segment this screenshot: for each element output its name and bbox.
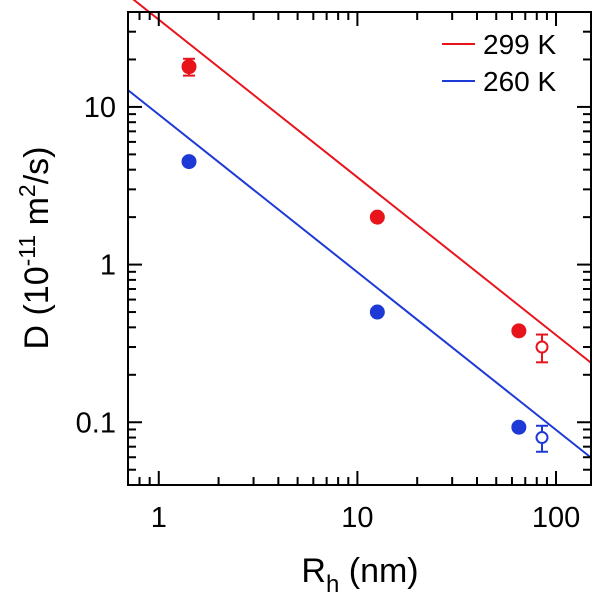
x-tick-label: 10 bbox=[341, 502, 373, 534]
y-axis-title-exp1: -11 bbox=[14, 235, 40, 267]
series-0-fit-line bbox=[132, 0, 592, 364]
x-axis-title-sub: h bbox=[326, 571, 339, 598]
y-tick-label: 10 bbox=[84, 92, 116, 124]
series-1-point bbox=[511, 419, 527, 435]
x-axis-title-base: R bbox=[301, 552, 326, 590]
series-1-point bbox=[369, 304, 385, 320]
legend: 299 K 260 K bbox=[442, 29, 556, 97]
x-tick-label: 100 bbox=[532, 502, 580, 534]
series-0-point bbox=[369, 209, 385, 225]
axis-ticks: 1 10 100 0.1 1 10 bbox=[76, 11, 591, 534]
plot-frame bbox=[127, 11, 592, 486]
y-tick-label: 0.1 bbox=[76, 407, 116, 439]
y-axis-title-exp2: 2 bbox=[14, 184, 40, 197]
y-axis-title-mid: m bbox=[18, 197, 56, 235]
series-1-point bbox=[181, 154, 197, 170]
x-axis-title-rest: (nm) bbox=[339, 552, 418, 590]
x-axis-title: Rh (nm) bbox=[301, 552, 418, 598]
legend-label-299k: 299 K bbox=[483, 29, 556, 60]
x-tick-label: 1 bbox=[151, 502, 167, 534]
series-1-fit-line bbox=[127, 89, 592, 459]
y-axis-title: D (10-11 m2/s) bbox=[14, 146, 56, 349]
legend-label-260k: 260 K bbox=[483, 66, 556, 97]
series-0-point bbox=[511, 323, 527, 339]
series-0-point bbox=[181, 59, 197, 75]
series-1-point-open bbox=[535, 431, 549, 445]
series-0-point-open bbox=[535, 340, 549, 354]
y-axis-title-pre: D (10 bbox=[18, 266, 56, 349]
plot-data bbox=[127, 0, 592, 459]
y-tick-label: 1 bbox=[100, 250, 116, 282]
y-axis-title-post: /s) bbox=[18, 146, 56, 184]
